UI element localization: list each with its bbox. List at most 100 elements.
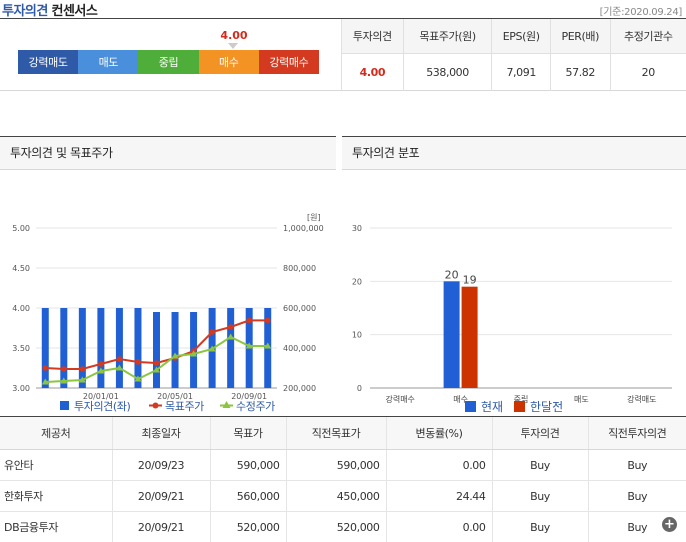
column-header: 제공처 xyxy=(0,416,112,450)
summary-value: 57.82 xyxy=(549,53,611,91)
column-header: 변동률(%) xyxy=(385,416,492,450)
legend-swatch xyxy=(514,401,525,412)
adjusted-price-point xyxy=(153,366,160,373)
page-title: 투자의견 컨센서스 xyxy=(2,0,98,19)
table-cell: Buy xyxy=(587,449,686,481)
adjusted-price-point xyxy=(227,333,235,340)
adjusted-price-point xyxy=(190,350,198,357)
legend-label: 현재 xyxy=(481,400,503,414)
opinion-bar xyxy=(153,312,160,388)
summary-value: 7,091 xyxy=(491,53,551,91)
target-price-point xyxy=(227,324,234,330)
table-cell: Buy xyxy=(491,480,588,512)
y-tick: 0 xyxy=(357,384,362,393)
legend-swatch xyxy=(465,401,476,412)
legend-label: 수정주가 xyxy=(236,400,275,413)
target-price-point xyxy=(135,359,141,365)
more-plus-icon[interactable]: + xyxy=(662,517,677,532)
opinion-bar xyxy=(97,308,105,388)
opinion-bar xyxy=(60,308,68,388)
y-tick: 30 xyxy=(352,224,362,233)
summary-header: 투자의견 xyxy=(341,19,404,54)
table-cell: Buy xyxy=(491,449,588,481)
summary-value: 4.00 xyxy=(341,53,404,91)
x-category-label: 강력매수 xyxy=(385,394,414,404)
table-cell: 520,000 xyxy=(209,511,286,542)
table-cell: 한화투자 xyxy=(0,480,112,512)
legend-swatch xyxy=(222,401,231,408)
adjusted-price-point xyxy=(264,342,272,349)
title-rest: 컨센서스 xyxy=(51,4,98,19)
left-panel-title: 투자의견 및 목표주가 xyxy=(0,136,336,170)
opinion-distribution-panel: 투자의견 분포 30 20 10 0 강력매수 매수 20 19 중립 매도 강력매도 현재 한달전 xyxy=(342,136,686,418)
summary-header: 목표주가(원) xyxy=(402,19,492,54)
table-cell: 590,000 xyxy=(209,449,286,481)
title-accent: 투자의견 xyxy=(2,4,48,19)
scale-segment: 매도 xyxy=(78,50,139,74)
scale-segment: 강력매수 xyxy=(258,50,320,74)
legend-label: 목표주가 xyxy=(165,400,204,413)
target-price-point xyxy=(246,317,252,324)
distribution-bar xyxy=(443,281,460,388)
y-left-tick: 4.00 xyxy=(12,304,30,313)
table-cell: 24.44 xyxy=(385,480,492,512)
table-cell: Buy xyxy=(587,480,686,512)
score-pointer-icon xyxy=(228,43,238,49)
adjusted-price-point xyxy=(97,367,105,374)
y-left-tick: 5.00 xyxy=(12,224,30,233)
table-cell: 590,000 xyxy=(285,449,386,481)
y-right-unit: [원] xyxy=(307,213,321,222)
table-cell: 20/09/21 xyxy=(111,511,210,542)
opinion-bar xyxy=(227,308,235,388)
opinion-scale-bar: 강력매도 매도 중립 매수 강력매수 xyxy=(18,50,320,74)
scale-segment: 중립 xyxy=(138,50,199,74)
scale-segment: 매수 xyxy=(198,50,259,74)
table-row: DB금융투자 20/09/21 520,000 520,000 0.00 Buy Buy xyxy=(0,511,686,542)
summary-table: 투자의견 목표주가(원) EPS(원) PER(배) 추정기관수 4.00 538,000… xyxy=(341,19,686,91)
column-header: 직전목표가 xyxy=(285,416,386,450)
adjusted-price-point xyxy=(245,342,253,349)
provider-detail-table: 제공처 최종일자 목표가 직전목표가 변동률(%) 투자의견 직전투자의견 유안타 20/09… xyxy=(0,416,686,542)
opinion-bar xyxy=(41,308,49,388)
adjusted-price-point xyxy=(208,345,216,352)
summary-value: 538,000 xyxy=(402,53,492,91)
header-divider xyxy=(0,18,686,19)
x-category-label: 매도 xyxy=(574,395,589,404)
summary-header: PER(배) xyxy=(549,19,611,54)
adjusted-price-point xyxy=(60,377,68,384)
scale-segment: 강력매도 xyxy=(18,50,79,74)
target-price-point xyxy=(98,361,104,367)
y-tick: 10 xyxy=(352,331,362,340)
adjusted-price-point xyxy=(171,352,179,359)
x-tick-label: 20/09/01 xyxy=(231,392,267,401)
column-header: 목표가 xyxy=(209,416,286,450)
y-right-tick: 1,000,000 xyxy=(283,224,324,233)
y-left-tick: 3.50 xyxy=(12,344,30,353)
table-cell: 20/09/21 xyxy=(111,480,210,512)
table-row: 한화투자 20/09/21 560,000 450,000 24.44 Buy Buy xyxy=(0,480,686,512)
table-cell: 0.00 xyxy=(385,511,492,542)
table-cell: 560,000 xyxy=(209,480,286,512)
target-price-point xyxy=(61,366,67,372)
y-left-tick: 4.50 xyxy=(12,264,30,273)
bar-value-label: 20 xyxy=(445,268,459,281)
table-cell: 유안타 xyxy=(0,449,112,481)
adjusted-price-point xyxy=(134,375,142,382)
opinion-bar xyxy=(78,308,86,388)
opinion-bar xyxy=(171,312,179,388)
x-category-label: 매수 xyxy=(453,395,468,404)
table-row: 유안타 20/09/23 590,000 590,000 0.00 Buy Buy xyxy=(0,449,686,481)
table-cell: 450,000 xyxy=(285,480,386,512)
target-price-point xyxy=(79,366,86,372)
column-header: 투자의견 xyxy=(491,416,588,450)
summary-header: EPS(원) xyxy=(491,19,551,54)
y-right-tick: 600,000 xyxy=(283,304,316,313)
legend-swatch xyxy=(152,402,159,409)
adjusted-price-point xyxy=(78,376,86,383)
current-score: 4.00 xyxy=(220,29,248,42)
bar-value-label: 19 xyxy=(463,274,477,287)
table-cell: Buy xyxy=(491,511,588,542)
y-left-tick: 3.00 xyxy=(12,384,30,393)
opinion-target-price-chart: 5.00 4.50 4.00 3.50 3.00 1,000,000 800,000 600,… xyxy=(12,213,324,413)
